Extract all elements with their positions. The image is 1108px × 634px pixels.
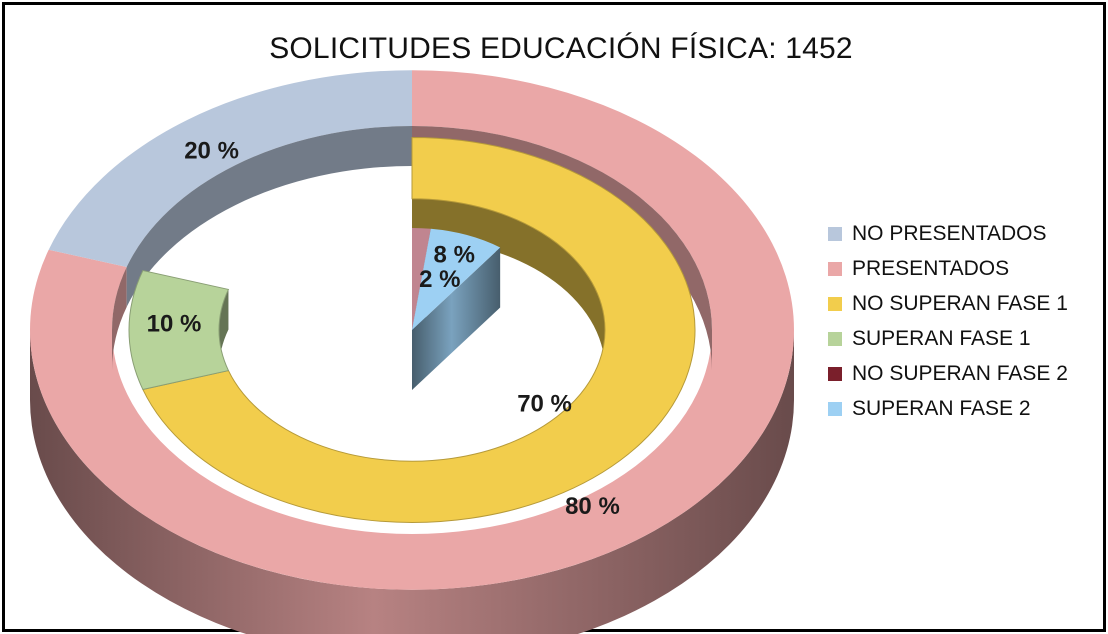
inner-ring-slice-0 xyxy=(412,228,431,330)
outer-ring-inner-wall-0-1 xyxy=(112,266,127,370)
legend-item: SUPERAN FASE 1 xyxy=(828,321,1098,356)
legend-item: NO SUPERAN FASE 1 xyxy=(828,286,1098,321)
data-label-inner-1: 8 % xyxy=(434,242,475,269)
legend-item: SUPERAN FASE 2 xyxy=(828,391,1098,426)
chart-legend: NO PRESENTADOS PRESENTADOS NO SUPERAN FASE… xyxy=(828,216,1098,426)
data-label-outer-1: 20 % xyxy=(184,138,239,165)
legend-item: NO PRESENTADOS xyxy=(828,216,1098,251)
middle-ring-slice-0 xyxy=(142,137,696,523)
legend-label: NO SUPERAN FASE 1 xyxy=(852,291,1068,315)
middle-ring-slice-1 xyxy=(128,269,230,391)
legend-item: PRESENTADOS xyxy=(828,251,1098,286)
legend-swatch xyxy=(828,226,842,241)
data-label-outer-0: 80 % xyxy=(565,493,620,520)
legend-swatch xyxy=(828,366,842,381)
outer-ring-inner-wall-1-1 xyxy=(126,126,412,307)
outer-ring-wall-0 xyxy=(30,330,794,634)
data-label-inner-0: 2 % xyxy=(419,266,460,293)
chart-title: SOLICITUDES EDUCACIÓN FÍSICA: 1452 xyxy=(269,32,853,65)
legend-label: SUPERAN FASE 1 xyxy=(852,326,1031,350)
legend-swatch xyxy=(828,261,842,276)
inner-ring-face-end-1 xyxy=(412,247,501,390)
data-label-middle-0: 70 % xyxy=(517,390,572,417)
outer-ring-slice-1 xyxy=(48,70,412,267)
legend-label: SUPERAN FASE 2 xyxy=(852,396,1031,420)
legend-item: NO SUPERAN FASE 2 xyxy=(828,356,1098,391)
legend-swatch xyxy=(828,296,842,311)
legend-label: PRESENTADOS xyxy=(852,256,1010,280)
legend-label: NO PRESENTADOS xyxy=(852,221,1047,245)
legend-label: NO SUPERAN FASE 2 xyxy=(852,361,1068,385)
data-label-middle-1: 10 % xyxy=(147,310,202,337)
inner-ring-slice-1 xyxy=(412,228,501,330)
legend-swatch xyxy=(828,331,842,346)
legend-swatch xyxy=(828,401,842,416)
